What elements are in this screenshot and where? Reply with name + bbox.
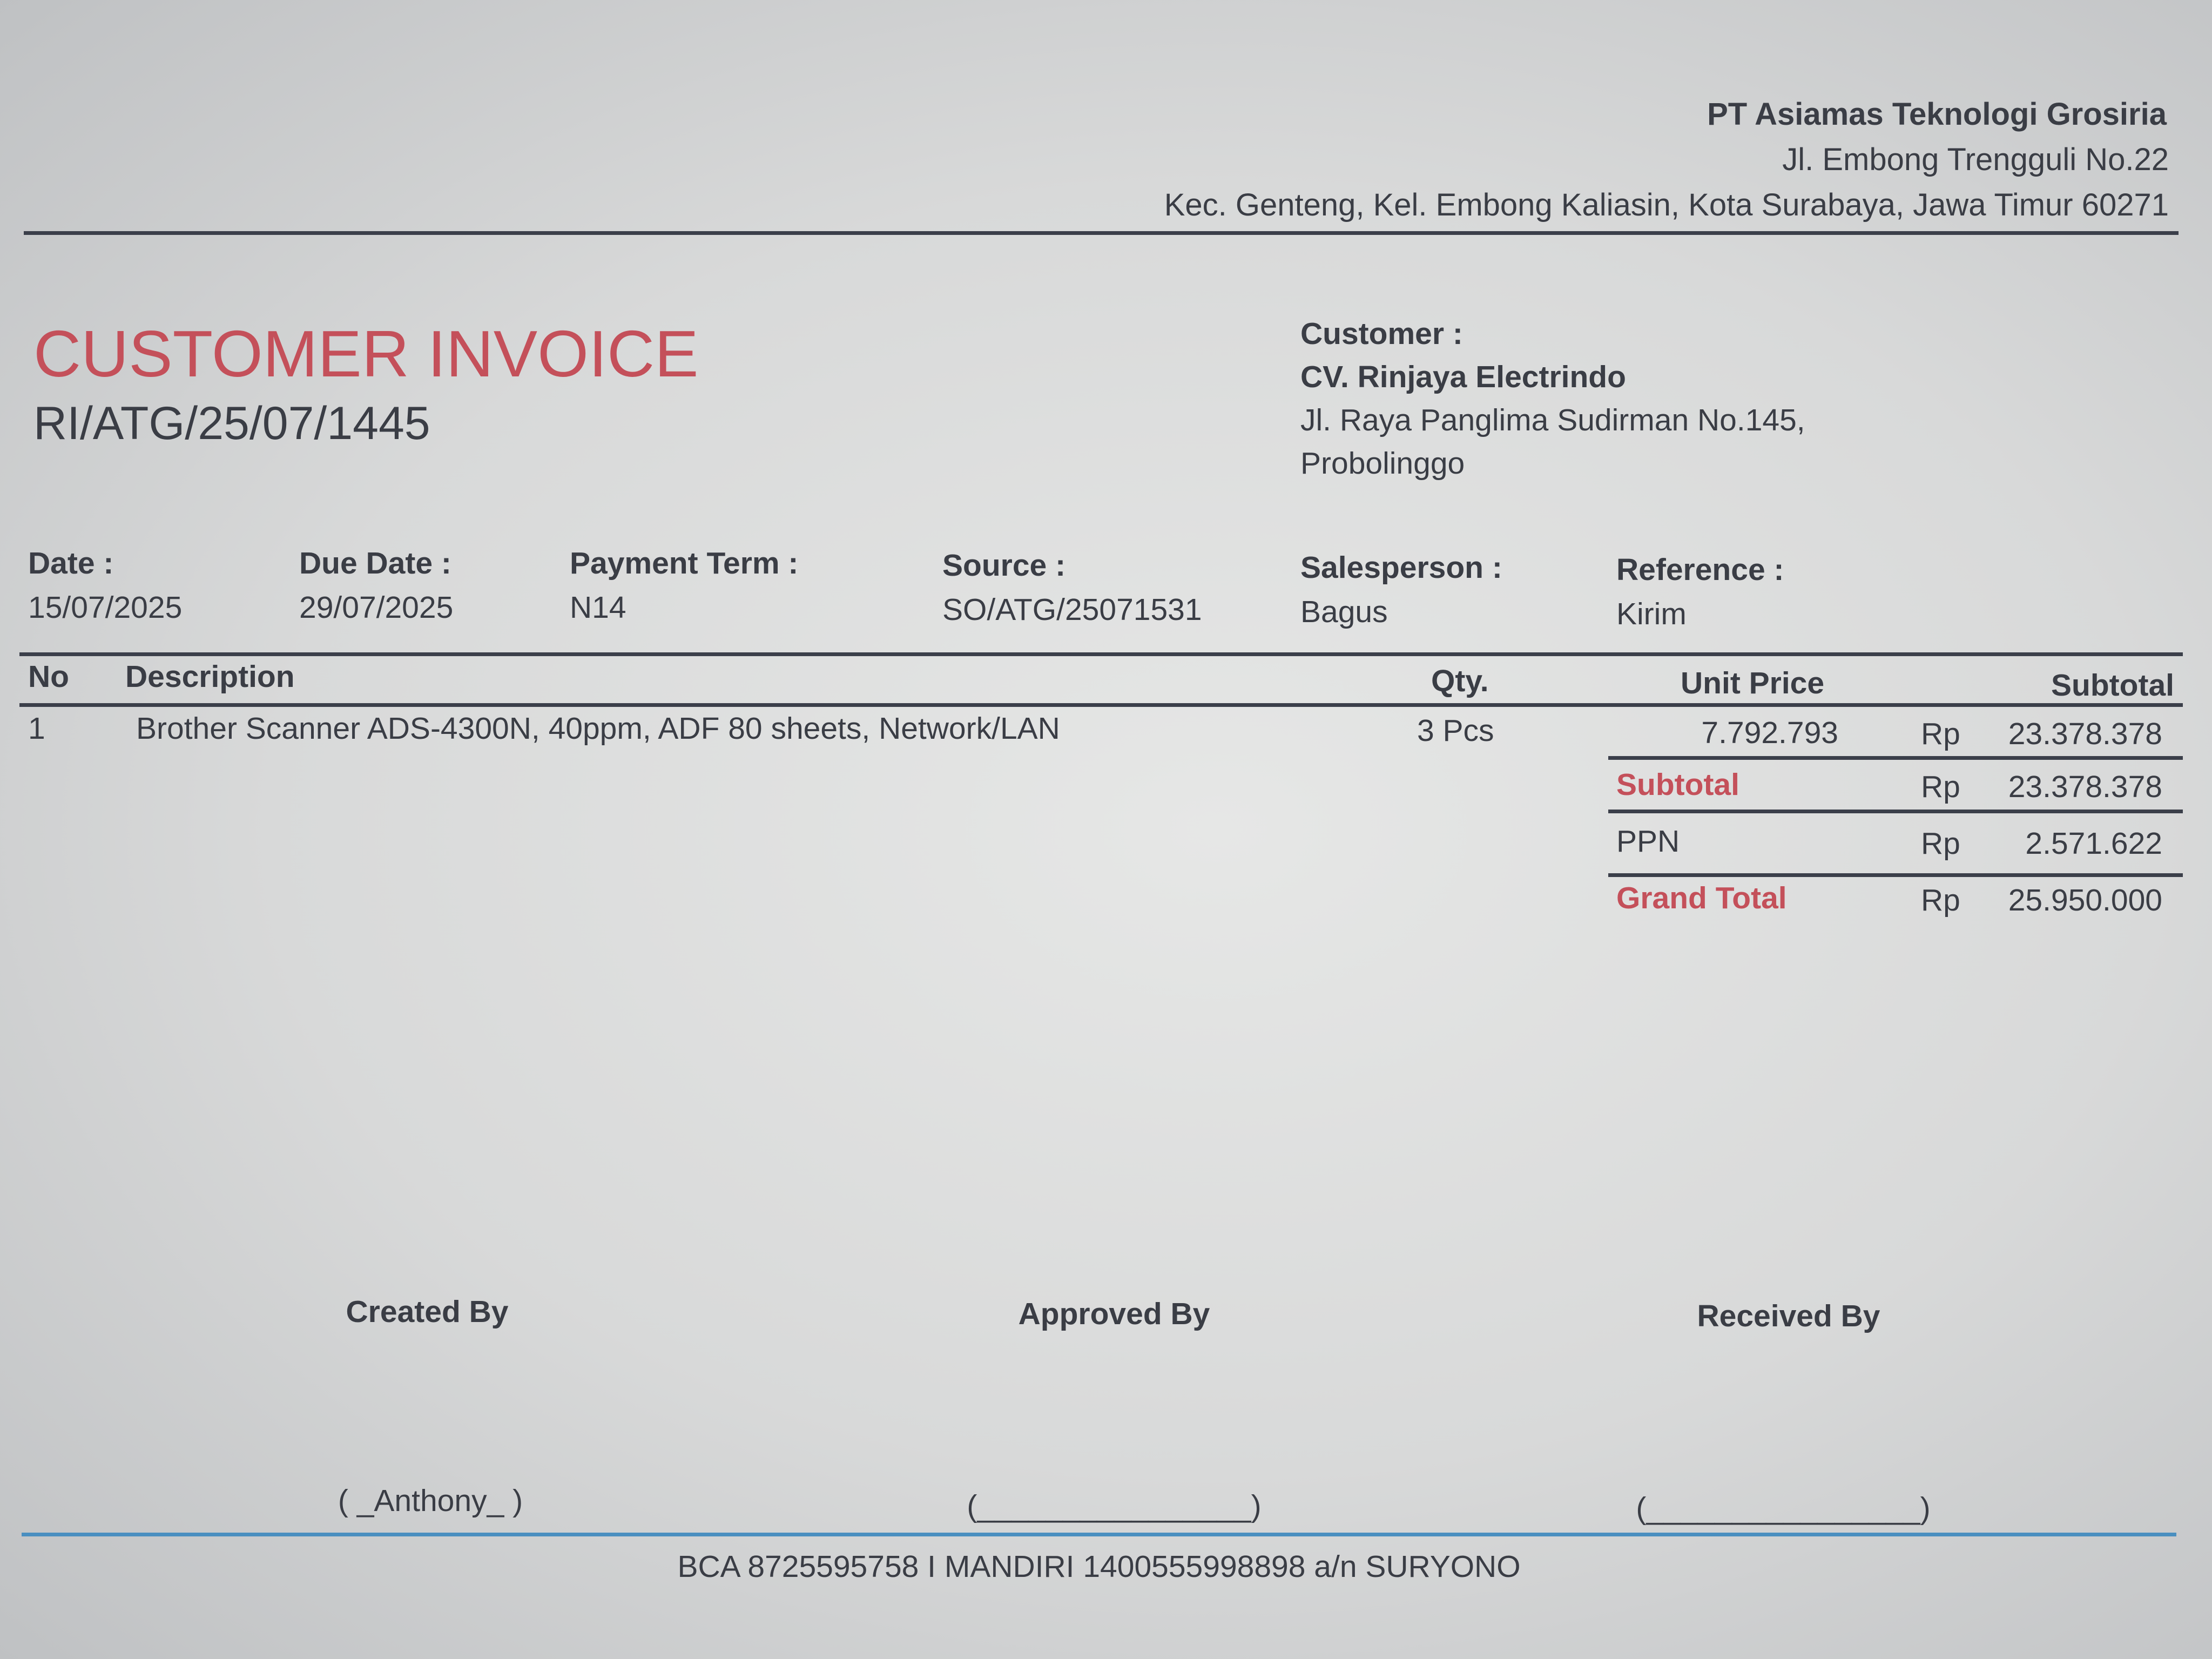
reference-label: Reference : [1616, 552, 1784, 587]
invoice-number: RI/ATG/25/07/1445 [33, 397, 430, 449]
row-description: Brother Scanner ADS-4300N, 40ppm, ADF 80… [136, 711, 1060, 746]
grand-total-label: Grand Total [1616, 881, 1787, 915]
customer-label: Customer : [1300, 316, 1463, 351]
invoice-title: CUSTOMER INVOICE [33, 317, 699, 390]
footer-divider [22, 1533, 2176, 1536]
customer-name: CV. Rinjaya Electrindo [1300, 360, 1626, 394]
date-value: 15/07/2025 [28, 590, 183, 625]
row-subtotal: 23.378.378 [2008, 717, 2162, 751]
totals-divider-2 [1608, 810, 2183, 813]
received-by-signature: (________________) [1636, 1491, 1931, 1526]
table-top-divider [19, 652, 2183, 656]
ppn-value: 2.571.622 [2025, 826, 2162, 861]
source-value: SO/ATG/25071531 [942, 592, 1202, 627]
row-unit-price: 7.792.793 [1701, 716, 1838, 750]
header-divider [24, 231, 2179, 235]
subtotal-label: Subtotal [1616, 767, 1739, 802]
salesperson-value: Bagus [1300, 595, 1388, 629]
customer-address-2: Probolinggo [1300, 446, 1465, 481]
row-currency: Rp [1921, 717, 1960, 751]
company-name: PT Asiamas Teknologi Grosiria [1707, 97, 2167, 132]
received-by-label: Received By [1697, 1299, 1880, 1333]
salesperson-label: Salesperson : [1300, 550, 1502, 585]
bank-info: BCA 8725595758 I MANDIRI 1400555998898 a… [677, 1549, 1521, 1584]
col-qty: Qty. [1431, 664, 1489, 698]
payment-term-label: Payment Term : [570, 546, 799, 581]
col-unit-price: Unit Price [1681, 666, 1825, 700]
subtotal-currency: Rp [1921, 770, 1960, 804]
company-address-1: Jl. Embong Trengguli No.22 [1782, 142, 2169, 177]
row-no: 1 [28, 711, 45, 746]
source-label: Source : [942, 548, 1066, 583]
grand-total-currency: Rp [1921, 883, 1960, 918]
customer-address-1: Jl. Raya Panglima Sudirman No.145, [1300, 403, 1805, 437]
due-date-value: 29/07/2025 [299, 590, 454, 625]
approved-by-label: Approved By [1018, 1297, 1210, 1331]
payment-term-value: N14 [570, 590, 626, 625]
company-address-2: Kec. Genteng, Kel. Embong Kaliasin, Kota… [1164, 187, 2169, 222]
grand-total-value: 25.950.000 [2008, 883, 2162, 918]
due-date-label: Due Date : [299, 546, 451, 581]
ppn-currency: Rp [1921, 826, 1960, 861]
approved-by-signature: (________________) [967, 1489, 1262, 1523]
col-description: Description [125, 659, 295, 694]
totals-divider-1 [1608, 756, 2183, 760]
subtotal-value: 23.378.378 [2008, 770, 2162, 804]
ppn-label: PPN [1616, 824, 1680, 859]
col-no: No [28, 659, 69, 694]
date-label: Date : [28, 546, 114, 581]
created-by-label: Created By [346, 1294, 509, 1329]
reference-value: Kirim [1616, 597, 1687, 631]
created-by-name: ( _Anthony_ ) [338, 1483, 523, 1518]
row-qty: 3 Pcs [1417, 713, 1494, 748]
totals-divider-3 [1608, 873, 2183, 877]
table-header-divider [19, 703, 2183, 707]
col-subtotal: Subtotal [2051, 668, 2174, 703]
